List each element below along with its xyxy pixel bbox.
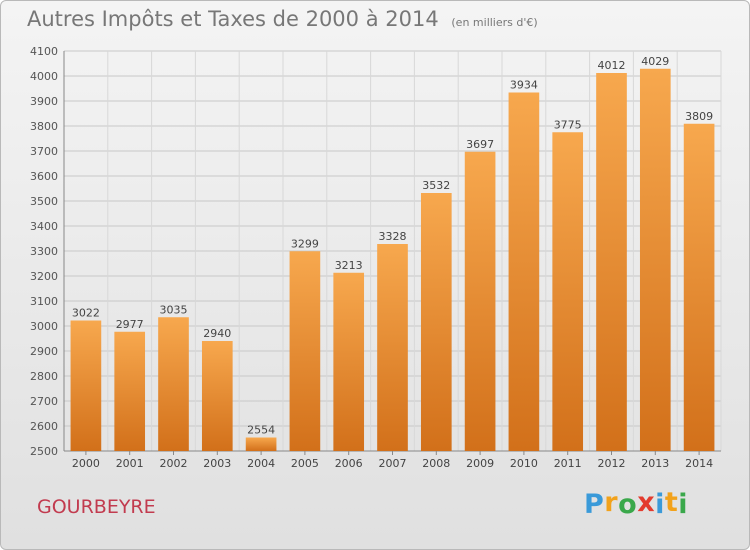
- data-label: 4029: [641, 55, 669, 68]
- data-label: 2940: [203, 327, 231, 340]
- x-tick-label: 2010: [510, 457, 538, 470]
- x-tick-label: 2013: [641, 457, 669, 470]
- commune-name: GOURBEYRE: [37, 496, 156, 518]
- bar-2005: [289, 251, 321, 451]
- bar-2003: [201, 341, 233, 451]
- bar-2011: [552, 132, 584, 451]
- x-tick-label: 2014: [685, 457, 713, 470]
- y-tick-label: 3800: [30, 120, 58, 133]
- logo-letter: P: [584, 489, 605, 520]
- data-label: 3697: [466, 138, 494, 151]
- bar-2008: [420, 193, 452, 451]
- x-tick-label: 2011: [554, 457, 582, 470]
- labels: 3022 2977 3035 2940 2554 3299 3213 3328 3532 3697…: [72, 55, 713, 437]
- y-tick-label: 3900: [30, 95, 58, 108]
- bar-2010: [508, 92, 540, 451]
- bar-2014: [683, 123, 715, 451]
- y-tick-label: 3000: [30, 320, 58, 333]
- logo-letter: r: [604, 487, 619, 518]
- x-tick-label: 2006: [335, 457, 363, 470]
- x-tick-label: 2003: [203, 457, 231, 470]
- bar-2007: [377, 244, 408, 451]
- bar-2004: [245, 437, 277, 451]
- y-tick-label: 3400: [30, 220, 58, 233]
- y-tick-label: 3100: [30, 295, 58, 308]
- axes: 2500 2600 2700 2800 2900 3000 3100 3200 3300 3400…: [30, 45, 721, 470]
- chart-unit: (en milliers d'€): [451, 16, 538, 29]
- y-tick-label: 4000: [30, 70, 58, 83]
- data-label: 3299: [291, 237, 319, 250]
- data-label: 3035: [160, 303, 188, 316]
- data-label: 3775: [554, 118, 582, 131]
- data-label: 3809: [685, 110, 713, 123]
- y-tick-label: 3300: [30, 245, 58, 258]
- y-tick-label: 3700: [30, 145, 58, 158]
- y-tick-label: 4100: [30, 45, 58, 58]
- data-label: 3532: [422, 179, 450, 192]
- bar-2013: [639, 68, 671, 451]
- data-label: 3328: [379, 230, 407, 243]
- bar-2012: [596, 73, 627, 451]
- chart-title-text: Autres Impôts et Taxes de 2000 à 2014: [27, 7, 439, 31]
- bar-2002: [158, 317, 189, 451]
- x-tick-label: 2004: [247, 457, 275, 470]
- y-tick-label: 2700: [30, 395, 58, 408]
- logo-letter: t: [664, 487, 679, 518]
- x-tick-label: 2007: [379, 457, 407, 470]
- data-label: 2977: [116, 318, 144, 331]
- x-tick-label: 2000: [72, 457, 100, 470]
- y-tick-label: 2600: [30, 420, 58, 433]
- bar-2006: [333, 272, 365, 451]
- y-tick-label: 2800: [30, 370, 58, 383]
- y-tick-label: 3600: [30, 170, 58, 183]
- y-tick-label: 3200: [30, 270, 58, 283]
- y-tick-label: 2500: [30, 445, 58, 458]
- bars: [70, 68, 715, 451]
- logo-letter: o: [618, 489, 638, 520]
- bar-2001: [114, 331, 146, 451]
- data-label: 3022: [72, 307, 100, 320]
- x-tick-label: 2012: [598, 457, 626, 470]
- y-tick-label: 2900: [30, 345, 58, 358]
- proxiti-logo[interactable]: Proxiti: [584, 487, 689, 520]
- x-tick-label: 2005: [291, 457, 319, 470]
- logo-letter: i: [655, 489, 665, 520]
- logo-letter: x: [637, 487, 656, 518]
- data-label: 2554: [247, 424, 275, 437]
- chart-title: Autres Impôts et Taxes de 2000 à 2014 (e…: [27, 7, 538, 31]
- x-tick-label: 2008: [422, 457, 450, 470]
- x-tick-label: 2001: [116, 457, 144, 470]
- bar-2000: [70, 320, 102, 451]
- x-tick-label: 2009: [466, 457, 494, 470]
- logo-letter: i: [678, 489, 689, 520]
- data-label: 3934: [510, 79, 538, 92]
- data-label: 3213: [335, 259, 363, 272]
- bar-2009: [464, 151, 496, 451]
- y-tick-label: 3500: [30, 195, 58, 208]
- x-tick-label: 2002: [160, 457, 188, 470]
- data-label: 4012: [598, 59, 626, 72]
